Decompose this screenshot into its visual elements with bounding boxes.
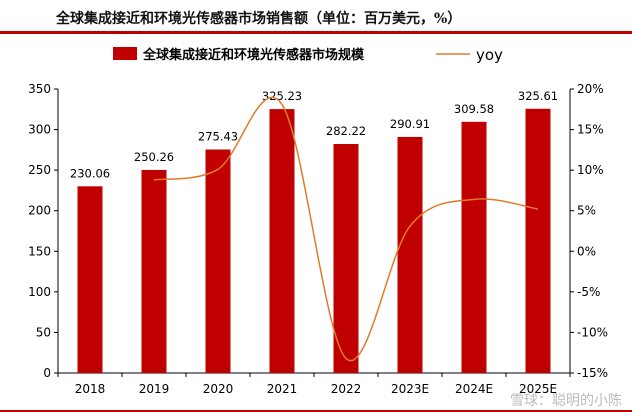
bar (205, 149, 231, 373)
left-tick-label: 300 (28, 123, 51, 137)
legend-yoy-label: yoy (476, 46, 503, 64)
x-tick-label: 2021 (267, 382, 298, 396)
right-tick-label: -15% (577, 366, 608, 380)
right-tick-label: 0% (577, 244, 596, 258)
x-tick-label: 2020 (203, 382, 234, 396)
bar (269, 109, 295, 373)
left-tick-label: 150 (28, 244, 51, 258)
left-tick-label: 0 (43, 366, 51, 380)
chart-title-bar: 全球集成接近和环境光传感器市场销售额（单位：百万美元，%） (0, 0, 632, 34)
bar (461, 121, 487, 373)
left-tick-label: 50 (36, 325, 51, 339)
bar-value-label: 309.58 (454, 102, 494, 116)
right-tick-label: -5% (577, 285, 600, 299)
right-tick-label: -10% (577, 325, 608, 339)
yoy-line (153, 96, 539, 362)
x-tick-label: 2024E (455, 382, 493, 396)
right-tick-label: 15% (577, 123, 604, 137)
left-tick-label: 200 (28, 204, 51, 218)
bar-value-label: 290.91 (390, 117, 430, 131)
legend-bar-label: 全球集成接近和环境光传感器市场规模 (142, 47, 365, 63)
left-tick-label: 250 (28, 163, 51, 177)
bar-value-label: 325.23 (262, 89, 302, 103)
x-tick-label: 2023E (391, 382, 429, 396)
right-tick-label: 20% (577, 82, 604, 96)
bar (141, 169, 167, 373)
bar (77, 186, 103, 373)
left-tick-label: 100 (28, 285, 51, 299)
bar (397, 136, 423, 373)
x-tick-label: 2019 (139, 382, 170, 396)
bar-value-label: 282.22 (326, 124, 366, 138)
x-tick-label: 2018 (75, 382, 106, 396)
right-tick-label: 10% (577, 163, 604, 177)
x-tick-label: 2022 (331, 382, 362, 396)
right-tick-label: 5% (577, 204, 596, 218)
title-underline (0, 31, 632, 34)
left-tick-label: 350 (28, 82, 51, 96)
chart-title: 全球集成接近和环境光传感器市场销售额（单位：百万美元，%） (56, 11, 462, 27)
bar (333, 143, 359, 373)
watermark: 雪球：聪明的小陈 (510, 393, 622, 409)
bar (525, 108, 551, 373)
bottom-rule (0, 410, 632, 412)
chart: 全球集成接近和环境光传感器市场规模 yoy 0 50 100 150 200 250 300 35… (28, 46, 608, 396)
bar-value-label: 275.43 (198, 130, 238, 144)
bar-value-label: 250.26 (134, 150, 174, 164)
legend-bar-swatch (113, 47, 137, 60)
bar-value-label: 230.06 (70, 166, 110, 180)
bar-value-label: 325.61 (518, 89, 558, 103)
x-tick-label: 2025E (519, 382, 557, 396)
